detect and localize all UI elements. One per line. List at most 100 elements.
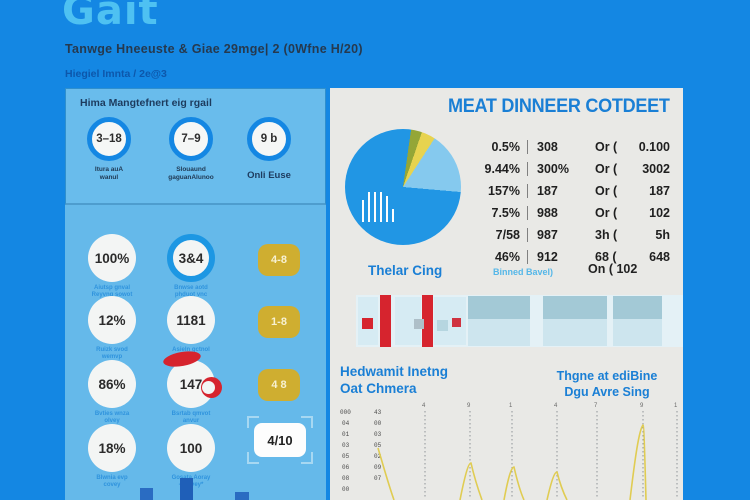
svg-text:08: 08 bbox=[342, 475, 350, 482]
mini-bar bbox=[180, 478, 193, 500]
svg-text:05: 05 bbox=[374, 442, 382, 449]
stat-circle: 3–18 bbox=[87, 117, 131, 161]
metric-caption: Aiutsp gnvalReyvng sowot bbox=[92, 285, 133, 298]
white-bar bbox=[392, 209, 394, 222]
score-pill: 1-8 bbox=[258, 306, 300, 338]
svg-text:04: 04 bbox=[342, 420, 350, 427]
corner-bracket bbox=[247, 452, 259, 464]
dotted-gridlines bbox=[424, 411, 678, 498]
left-panel: Hima Mangtefnert eig rgail 3–18 Itura au… bbox=[65, 88, 326, 500]
corner-bracket bbox=[301, 452, 313, 464]
summary-sub-panel: Hima Mangtefnert eig rgail 3–18 Itura au… bbox=[65, 88, 326, 205]
svg-text:9: 9 bbox=[640, 403, 644, 409]
page-dateline: Hiegiel Imnta / 2e@3 bbox=[65, 68, 167, 80]
metric-circle-flagged: 147 bbox=[162, 348, 222, 408]
table-row: 7/58 987 3h (5h bbox=[495, 228, 670, 242]
strip-red-square bbox=[362, 318, 373, 329]
metric-caption: Bnwse aotdphduot vnc bbox=[174, 285, 208, 298]
top-stat-1: 3–18 Itura auA wanul bbox=[76, 117, 142, 183]
metric-caption: Ruizk svod wemvp bbox=[96, 347, 128, 361]
line-chart-left-title: Hedwamit Inetng Oat Chmera bbox=[340, 364, 449, 396]
svg-text:7: 7 bbox=[594, 403, 598, 409]
table-row: 46% 912 68 (648 bbox=[494, 250, 670, 264]
svg-text:05: 05 bbox=[342, 453, 350, 460]
table-row: 157% 187 Or (187 bbox=[488, 184, 670, 198]
line-charts: 000 04 01 03 05 06 08 00 43 00 03 05 02 … bbox=[340, 403, 678, 500]
svg-text:4: 4 bbox=[554, 403, 558, 409]
pie-inner-bars bbox=[362, 192, 394, 222]
strip-gray-square bbox=[414, 319, 424, 329]
svg-text:02: 02 bbox=[374, 453, 382, 460]
strip-teal-square bbox=[437, 320, 448, 331]
pie-caption: Thelar Cing bbox=[368, 263, 443, 278]
table-row: 0.5% 308 Or (0.100 bbox=[491, 140, 670, 154]
stat-circle: 7–9 bbox=[169, 117, 213, 161]
svg-text:03: 03 bbox=[374, 431, 382, 438]
svg-text:43: 43 bbox=[374, 409, 382, 416]
svg-text:9: 9 bbox=[467, 403, 471, 409]
svg-text:06: 06 bbox=[342, 464, 350, 471]
stat-label: Itura auA wanul bbox=[94, 166, 124, 182]
top-stat-3: 9 b Onli Euse bbox=[236, 117, 302, 181]
red-crescent-decoration bbox=[201, 377, 222, 398]
page-title: Gait bbox=[62, 0, 159, 34]
metric-circle: 100% bbox=[88, 234, 136, 282]
white-bar bbox=[374, 192, 376, 222]
stat-value: 3–18 bbox=[96, 133, 122, 145]
score-pill: 4 8 bbox=[258, 369, 300, 401]
pie-value: On ( 102 bbox=[588, 262, 638, 276]
svg-text:09: 09 bbox=[374, 464, 382, 471]
svg-text:03: 03 bbox=[342, 442, 350, 449]
mini-bar bbox=[235, 492, 249, 500]
strip-segment bbox=[543, 296, 607, 346]
metric-circle-highlighted: 3&4 bbox=[167, 234, 215, 282]
metric-caption: Blwnia evp covey bbox=[96, 475, 128, 489]
metric-circle: 18% bbox=[88, 424, 136, 472]
strip-red-bar bbox=[422, 295, 433, 347]
white-bar bbox=[368, 192, 370, 222]
metric-caption: Bvties wnza olvey bbox=[94, 411, 130, 425]
pie-chart bbox=[345, 129, 461, 245]
score-pill: 4-8 bbox=[258, 244, 300, 276]
stat-label: Slouaund gaguanAlunoo bbox=[168, 166, 214, 182]
strip-red-bar bbox=[380, 295, 391, 347]
page-subtitle: Tanwge Hneeuste & Giae 29mge| 2 (0Wfne H… bbox=[65, 42, 363, 56]
metric-caption: Bsrtab qmvot anvur bbox=[171, 411, 211, 425]
corner-bracket bbox=[247, 416, 259, 428]
timeline-strip bbox=[356, 295, 683, 347]
svg-text:00: 00 bbox=[342, 486, 350, 493]
stat-label: Onli Euse bbox=[247, 170, 291, 181]
white-bar bbox=[386, 196, 388, 222]
strip-segment bbox=[468, 296, 530, 346]
svg-text:01: 01 bbox=[342, 431, 350, 438]
stat-value: 7–9 bbox=[181, 133, 201, 145]
svg-text:1: 1 bbox=[509, 403, 513, 409]
section-title: MEAT DINNEER COTDEET bbox=[448, 96, 670, 117]
table-row: 7.5% 988 Or (102 bbox=[491, 206, 670, 220]
svg-text:000: 000 bbox=[340, 409, 351, 416]
sub-panel-heading: Hima Mangtefnert eig rgail bbox=[80, 97, 212, 109]
stat-circle: 9 b bbox=[247, 117, 291, 161]
strip-red-square bbox=[452, 318, 461, 327]
top-stat-2: 7–9 Slouaund gaguanAlunoo bbox=[158, 117, 224, 183]
svg-text:00: 00 bbox=[374, 420, 382, 427]
svg-text:07: 07 bbox=[374, 475, 382, 482]
metric-circle: 100 bbox=[167, 424, 215, 472]
strip-segment bbox=[613, 296, 662, 346]
rating-badge: 4/10 bbox=[247, 416, 313, 464]
right-panel: MEAT DINNEER COTDEET 0.5% 308 Or (0.100 9.… bbox=[330, 88, 683, 500]
pie-legend: Binned Bavel) bbox=[493, 267, 554, 277]
white-bar bbox=[362, 200, 364, 222]
data-table: 0.5% 308 Or (0.100 9.44% 300% Or (3002 157% 1… bbox=[470, 136, 670, 268]
metric-circle: 1181 bbox=[167, 296, 215, 344]
line-chart-right-title: Thgne at ediBine Dgu Avre Sing bbox=[556, 369, 658, 399]
crescent-notch bbox=[202, 381, 215, 394]
mini-bar bbox=[140, 488, 153, 500]
table-row: 9.44% 300% Or (3002 bbox=[484, 162, 670, 176]
svg-text:4: 4 bbox=[422, 403, 426, 409]
svg-text:1: 1 bbox=[674, 403, 678, 409]
white-bar bbox=[380, 192, 382, 222]
corner-bracket bbox=[301, 416, 313, 428]
stat-value: 9 b bbox=[260, 133, 278, 145]
